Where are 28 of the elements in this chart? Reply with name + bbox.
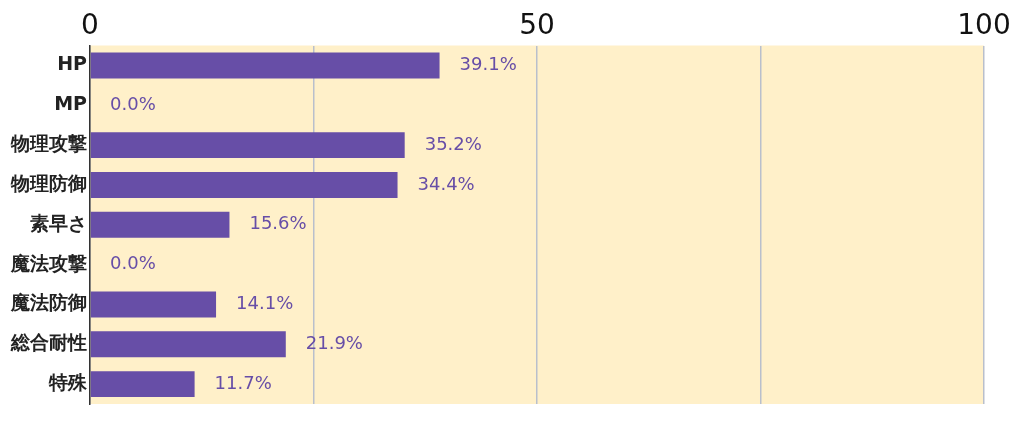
- y-tick-label: MP: [54, 92, 88, 115]
- data-label: 11.7%: [214, 371, 272, 393]
- bar: [90, 291, 217, 318]
- y-tick-label: 物理攻撃: [10, 132, 87, 155]
- x-tick-label: 100: [957, 8, 1011, 42]
- data-label: 0.0%: [110, 252, 156, 274]
- y-tick-label: 物理防御: [10, 171, 87, 194]
- y-tick-label: HP: [57, 52, 88, 75]
- bar: [90, 371, 195, 398]
- y-tick-label: 特殊: [48, 371, 88, 394]
- data-label: 35.2%: [424, 132, 482, 154]
- y-tick-label: 素早さ: [30, 211, 87, 234]
- y-tick-label: 総合耐性: [10, 331, 87, 354]
- x-tick-label: 0: [81, 8, 99, 42]
- x-tick-label: 50: [519, 8, 555, 42]
- y-tick-label: 魔法防御: [10, 291, 87, 314]
- bar: [90, 52, 440, 79]
- data-label: 21.9%: [305, 331, 363, 353]
- data-label: 39.1%: [459, 53, 517, 75]
- bar: [90, 172, 398, 198]
- y-tick-label: 魔法攻撃: [10, 251, 87, 274]
- bar: [90, 211, 230, 238]
- bar: [90, 132, 405, 159]
- data-label: 14.1%: [236, 292, 294, 314]
- bar: [90, 331, 286, 358]
- data-label: 15.6%: [249, 212, 307, 234]
- data-label: 0.0%: [110, 93, 156, 115]
- data-label: 34.4%: [417, 172, 475, 194]
